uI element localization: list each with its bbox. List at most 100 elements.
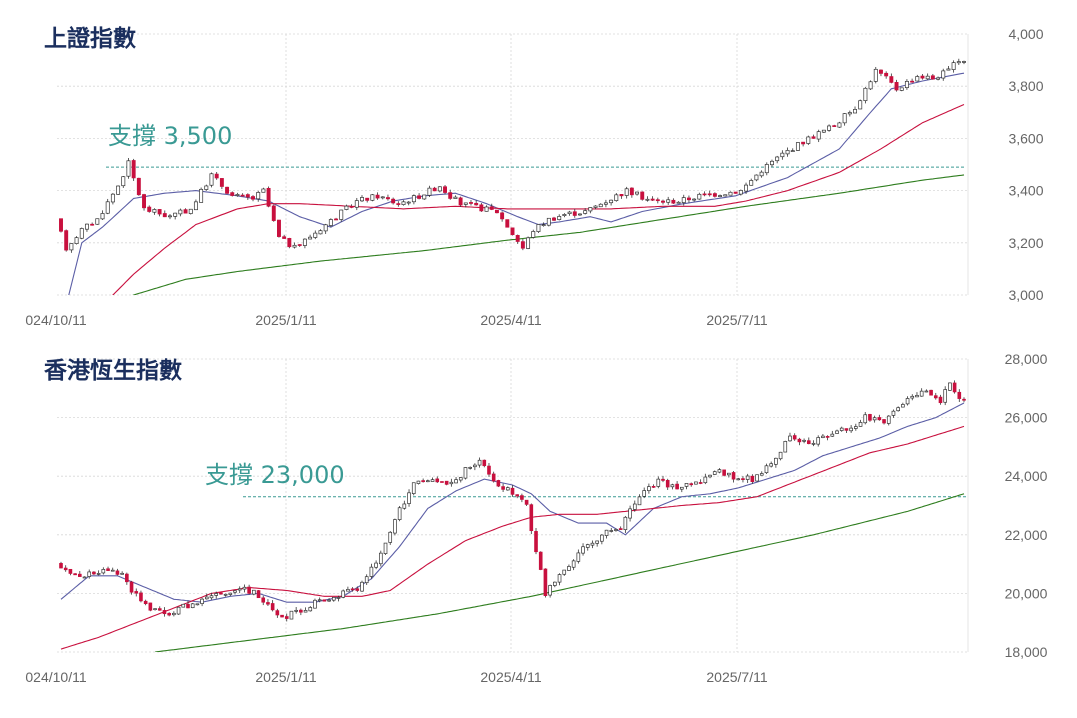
candlestick [110, 192, 115, 205]
candlestick [780, 150, 785, 160]
candle-body [702, 193, 707, 196]
candle-body [190, 603, 195, 609]
candle-body [707, 193, 712, 196]
candlestick [322, 599, 327, 602]
candlestick [924, 389, 929, 393]
candle-body [148, 602, 153, 611]
candle-body [764, 164, 769, 174]
candlestick [679, 486, 684, 493]
candlestick [284, 613, 289, 622]
candlestick [666, 196, 671, 205]
candle-body [228, 592, 233, 595]
candlestick [129, 580, 134, 595]
candle-body [718, 195, 723, 197]
candlestick [718, 194, 723, 198]
candle-body [731, 472, 736, 480]
candle-body [651, 486, 656, 488]
candlestick [313, 230, 318, 240]
x-tick-label: 024/10/11 [25, 669, 86, 685]
candle-body [684, 483, 689, 487]
candlestick [844, 428, 849, 433]
candle-body [121, 176, 126, 187]
candlestick [365, 197, 370, 203]
candle-body [350, 588, 355, 591]
candle-body [237, 588, 242, 591]
candle-body [284, 616, 289, 619]
y-tick-label: 3,200 [1008, 235, 1043, 251]
candle-body [647, 486, 651, 492]
candle-body [723, 194, 728, 197]
candle-body [827, 125, 832, 131]
candlestick [82, 576, 87, 579]
candlestick [240, 193, 245, 197]
candlestick [444, 480, 449, 486]
candlestick [707, 190, 712, 197]
candle-body [679, 486, 684, 490]
candlestick [891, 409, 896, 418]
candle-body [303, 610, 308, 613]
candle-body [896, 407, 900, 412]
candlestick [393, 518, 397, 536]
candle-body [783, 441, 788, 453]
candle-body [204, 596, 209, 600]
candle-body [553, 581, 557, 586]
candle-body [943, 389, 948, 403]
candle-body [225, 186, 230, 194]
candlestick [266, 599, 270, 607]
candle-body [778, 451, 783, 460]
candlestick [769, 461, 773, 468]
candle-body [623, 516, 628, 531]
candle-body [167, 612, 171, 616]
candlestick [302, 238, 307, 249]
candle-body [936, 77, 941, 80]
candle-body [656, 478, 661, 487]
candlestick [440, 481, 444, 483]
candle-body [759, 171, 764, 177]
candlestick [877, 414, 882, 421]
candle-body [640, 191, 645, 200]
candlestick [759, 170, 764, 178]
candle-body [910, 395, 915, 399]
candlestick [572, 208, 577, 218]
candle-body [692, 198, 697, 201]
candle-body [844, 428, 849, 431]
candlestick [90, 222, 95, 226]
candlestick [432, 186, 437, 192]
candle-body [391, 198, 396, 204]
candle-body [479, 204, 484, 212]
candlestick [230, 191, 235, 197]
candlestick [355, 586, 360, 593]
candle-body [728, 191, 733, 196]
candle-body [538, 551, 543, 570]
candlestick [247, 584, 251, 595]
candlestick [896, 406, 900, 412]
candlestick [411, 194, 416, 205]
candle-body [901, 404, 905, 408]
moving-average-line-2 [112, 103, 965, 295]
candle-body [510, 487, 515, 495]
candlestick [623, 515, 628, 533]
candlestick [686, 195, 691, 203]
candle-body [604, 529, 609, 536]
candlestick [219, 178, 224, 190]
candlestick [801, 141, 806, 147]
candle-body [422, 194, 427, 200]
candle-body [341, 590, 346, 598]
candlestick [292, 242, 297, 249]
candlestick [692, 198, 697, 202]
candle-body [95, 218, 100, 225]
candlestick [712, 192, 717, 198]
candlestick [303, 607, 308, 613]
candle-body [411, 195, 416, 203]
candle-body [585, 544, 590, 548]
candle-body [722, 469, 726, 476]
x-tick-label: 2025/1/11 [255, 669, 316, 685]
y-tick-label: 26,000 [1005, 410, 1048, 426]
candlestick [152, 208, 157, 215]
candle-body [578, 213, 582, 216]
candlestick [790, 148, 795, 152]
candlestick [933, 392, 938, 400]
candle-body [749, 180, 754, 186]
candle-body [889, 76, 894, 83]
candle-body [821, 129, 826, 133]
